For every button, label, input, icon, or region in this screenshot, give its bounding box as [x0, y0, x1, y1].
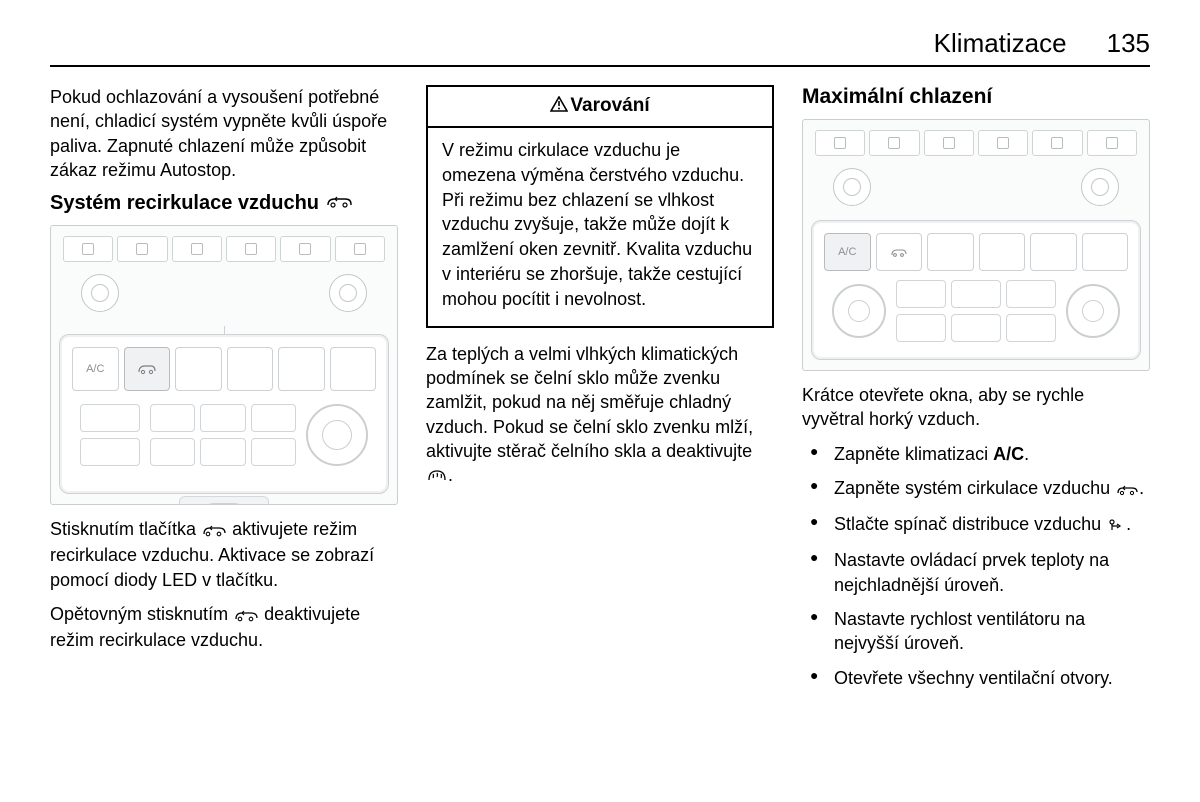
page: { "header": { "title": "Klimatizace", "p…	[0, 0, 1200, 802]
col1-intro: Pokud ochlazování a vysoušení potřebné n…	[50, 85, 398, 182]
warning-title-text: Varování	[570, 95, 649, 116]
column-1: Pokud ochlazování a vysoušení potřebné n…	[50, 85, 398, 700]
col3-bullet-list: Zapněte klimatizaci A/C. Zapněte systém …	[802, 442, 1150, 690]
warning-triangle-icon	[550, 96, 568, 118]
recirculation-icon	[325, 192, 353, 215]
column-2: Varování V režimu cirkulace vzduchu je o…	[426, 85, 774, 700]
columns: Pokud ochlazování a vysoušení potřebné n…	[50, 85, 1150, 700]
warning-body: V režimu cirkulace vzduchu je omezena vý…	[428, 128, 772, 326]
panel-btn-ac: A/C	[72, 347, 119, 391]
col1-p3: Opětovným stisknutím deaktivujete režim …	[50, 602, 398, 653]
air-distribution-icon	[1106, 514, 1126, 538]
col1-p2: Stisknutím tlačítka aktivujete režim rec…	[50, 517, 398, 592]
warning-heading: Varování	[428, 87, 772, 128]
header-page-number: 135	[1107, 28, 1150, 59]
col3-lead: Krátce otevřete okna, aby se rychle vyvě…	[802, 383, 1150, 432]
list-item: Otevřete všechny ventilační otvory.	[802, 666, 1150, 690]
col1-subhead: Systém recirkulace vzduchu	[50, 192, 398, 215]
page-header: Klimatizace 135	[50, 28, 1150, 67]
header-title: Klimatizace	[934, 28, 1067, 59]
list-item: Zapněte klimatizaci A/C.	[802, 442, 1150, 466]
col2-after-warning: Za teplých a velmi vlhkých klimatických …	[426, 342, 774, 490]
list-item: Zapněte systém cirkulace vzduchu .	[802, 476, 1150, 502]
recirculation-icon	[233, 604, 259, 628]
col1-subhead-text: Systém recirkulace vzduchu	[50, 192, 319, 215]
warning-box: Varování V režimu cirkulace vzduchu je o…	[426, 85, 774, 328]
list-item: Stlačte spínač distribuce vzduchu .	[802, 512, 1150, 538]
control-panel-figure-recirc: A/C	[50, 225, 398, 505]
panel-btn-ac: A/C	[824, 233, 871, 271]
list-item: Nastavte ovládací prvek teploty na nejch…	[802, 548, 1150, 597]
column-3: Maximální chlazení A/C	[802, 85, 1150, 700]
defrost-windshield-icon	[426, 465, 448, 489]
recirculation-icon	[1115, 478, 1139, 502]
panel-btn-recirc	[124, 347, 171, 391]
recirculation-icon	[201, 519, 227, 543]
list-item: Nastavte rychlost ventilátoru na nejvyšš…	[802, 607, 1150, 656]
control-panel-figure-maxcool: A/C	[802, 119, 1150, 371]
panel-btn-recirc	[876, 233, 923, 271]
col3-title: Maximální chlazení	[802, 85, 1150, 109]
